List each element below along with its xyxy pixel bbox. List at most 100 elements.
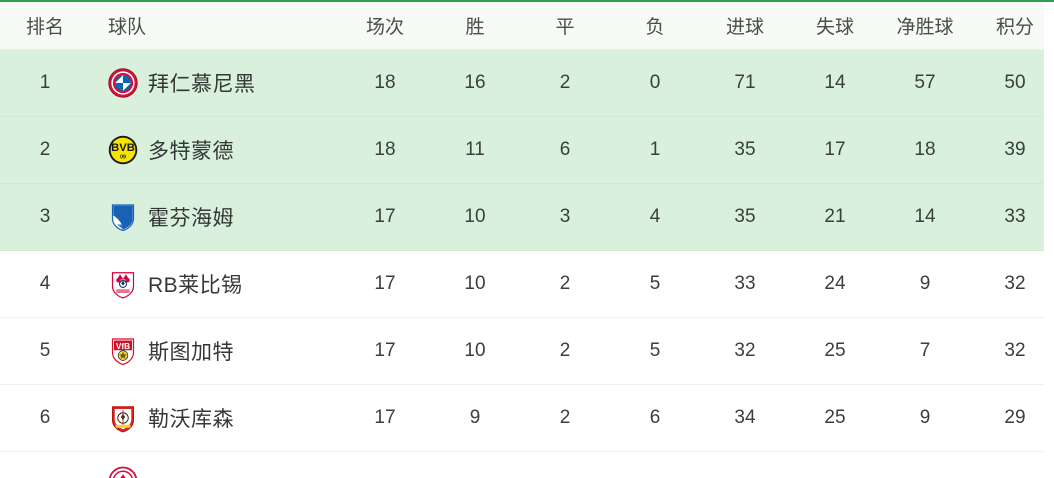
lost-value: 1 — [649, 139, 661, 160]
team-name: 斯图加特 — [148, 341, 234, 364]
rank-value: 2 — [39, 139, 51, 160]
column-team-header[interactable]: 球队 — [108, 17, 147, 38]
won-value: 10 — [464, 273, 486, 294]
drawn-value: 2 — [559, 273, 571, 294]
rank-value: 6 — [39, 407, 51, 428]
goal-difference-value: 57 — [914, 72, 936, 93]
played-value: 18 — [374, 72, 396, 93]
won-value: 16 — [464, 72, 486, 93]
drawn-value: 6 — [559, 139, 571, 160]
won-value: 10 — [464, 206, 486, 227]
column-drawn-header[interactable]: 平 — [555, 17, 575, 38]
right-edge-gutter — [1044, 2, 1054, 478]
goals-for-value: 71 — [734, 72, 756, 93]
goals-for-value: 33 — [734, 273, 756, 294]
table-header-row: 排名 球队 场次 胜 平 负 进球 失球 净胜球 积分 — [0, 2, 1054, 50]
goals-against-value: 14 — [824, 72, 846, 93]
goals-for-value: 35 — [734, 206, 756, 227]
goals-against-value: 25 — [824, 407, 846, 428]
points-value: 39 — [1004, 139, 1026, 160]
goals-for-value: 35 — [734, 139, 756, 160]
played-value: 17 — [374, 407, 396, 428]
goals-against-value: 25 — [824, 340, 846, 361]
goals-against-value: 17 — [824, 139, 846, 160]
team-name: 多特蒙德 — [148, 140, 234, 163]
goal-difference-value: 14 — [914, 206, 936, 227]
drawn-value: 2 — [559, 72, 571, 93]
table-row[interactable]: 2 BVB 09 多特蒙德 18 11 6 1 35 17 18 39 — [0, 117, 1054, 184]
column-played-header[interactable]: 场次 — [365, 17, 404, 38]
points-value: 32 — [1004, 273, 1026, 294]
team-cell[interactable]: 拜仁慕尼黑 — [90, 68, 340, 98]
goals-against-value: 21 — [824, 206, 846, 227]
goal-difference-value: 7 — [919, 340, 931, 361]
column-goal-difference-header[interactable]: 净胜球 — [896, 17, 954, 38]
goals-for-value: 34 — [734, 407, 756, 428]
svg-text:VfB: VfB — [116, 342, 130, 351]
team-cell[interactable]: 霍芬海姆 — [90, 202, 340, 232]
bayern-munich-crest — [108, 68, 138, 98]
eintracht-frankfurt-crest — [108, 466, 138, 478]
lost-value: 5 — [649, 273, 661, 294]
table-row[interactable] — [0, 452, 1054, 478]
won-value: 11 — [465, 139, 485, 160]
goal-difference-value: 18 — [914, 139, 936, 160]
column-won-header[interactable]: 胜 — [465, 17, 485, 38]
goals-for-value: 32 — [734, 340, 756, 361]
team-cell[interactable]: 勒沃库森 — [90, 403, 340, 433]
won-value: 9 — [469, 407, 481, 428]
column-goals-for-header[interactable]: 进球 — [725, 17, 764, 38]
points-value: 32 — [1004, 340, 1026, 361]
played-value: 17 — [374, 340, 396, 361]
rank-value: 1 — [39, 72, 51, 93]
team-name: 拜仁慕尼黑 — [148, 73, 256, 96]
rank-value: 5 — [39, 340, 51, 361]
team-wrapper: VfB 斯图加特 — [108, 336, 340, 366]
drawn-value: 2 — [559, 407, 571, 428]
team-wrapper: 霍芬海姆 — [108, 202, 340, 232]
team-wrapper: BVB 09 多特蒙德 — [108, 135, 340, 165]
lost-value: 5 — [649, 340, 661, 361]
team-name: RB莱比锡 — [148, 274, 243, 297]
drawn-value: 3 — [559, 206, 571, 227]
team-wrapper: RB莱比锡 — [108, 269, 340, 299]
rb-leipzig-crest — [108, 269, 138, 299]
drawn-value: 2 — [559, 340, 571, 361]
rank-value: 4 — [39, 273, 51, 294]
points-value: 33 — [1004, 206, 1026, 227]
lost-value: 6 — [649, 407, 661, 428]
goal-difference-value: 9 — [919, 407, 931, 428]
table-row[interactable]: 1 拜仁慕尼黑 18 16 2 0 71 14 57 50 — [0, 50, 1054, 117]
team-name: 勒沃库森 — [148, 408, 234, 431]
lost-value: 4 — [649, 206, 661, 227]
team-wrapper: 勒沃库森 — [108, 403, 340, 433]
rank-value: 3 — [39, 206, 51, 227]
table-row[interactable]: 5 VfB 斯图加特 17 10 2 5 32 25 7 32 — [0, 318, 1054, 385]
column-rank-header[interactable]: 排名 — [25, 17, 64, 38]
points-value: 29 — [1004, 407, 1026, 428]
bayer-leverkusen-crest — [108, 403, 138, 433]
table-row[interactable]: 3 霍芬海姆 17 10 3 4 35 21 14 33 — [0, 184, 1054, 251]
played-value: 17 — [374, 273, 396, 294]
borussia-dortmund-crest: BVB 09 — [108, 135, 138, 165]
hoffenheim-crest — [108, 202, 138, 232]
team-cell[interactable] — [90, 452, 340, 478]
team-cell[interactable]: VfB 斯图加特 — [90, 336, 340, 366]
team-wrapper — [108, 466, 340, 478]
goals-against-value: 24 — [824, 273, 846, 294]
column-lost-header[interactable]: 负 — [645, 17, 665, 38]
table-row[interactable]: 6 勒沃库森 17 9 2 6 34 25 9 29 — [0, 385, 1054, 452]
lost-value: 0 — [649, 72, 661, 93]
table-row[interactable]: 4 RB莱比锡 17 10 2 5 33 24 9 32 — [0, 251, 1054, 318]
played-value: 18 — [374, 139, 396, 160]
team-cell[interactable]: BVB 09 多特蒙德 — [90, 135, 340, 165]
svg-text:BVB: BVB — [111, 142, 135, 154]
played-value: 17 — [374, 206, 396, 227]
team-cell[interactable]: RB莱比锡 — [90, 269, 340, 299]
column-points-header[interactable]: 积分 — [995, 17, 1034, 38]
top-accent-rule — [0, 0, 1054, 2]
points-value: 50 — [1004, 72, 1026, 93]
column-goals-against-header[interactable]: 失球 — [815, 17, 854, 38]
goal-difference-value: 9 — [919, 273, 931, 294]
